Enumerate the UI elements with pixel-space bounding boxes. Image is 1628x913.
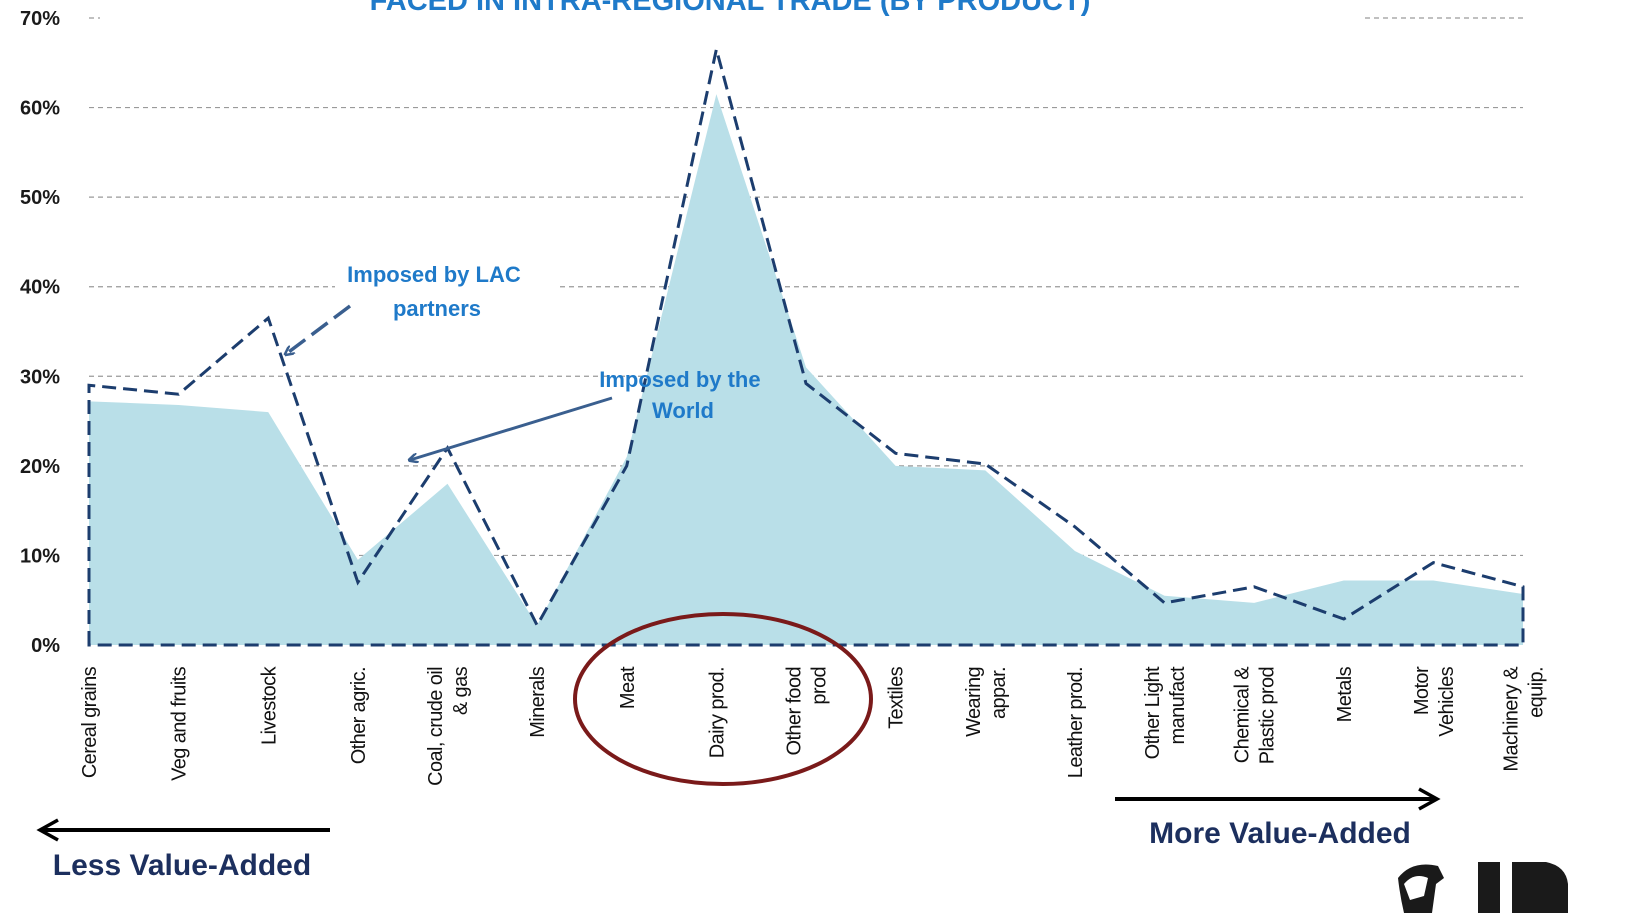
x-tick-label: Dairy prod. [706,667,728,758]
x-axis-ticks: Cereal grains Veg and fruits Livestock Othe… [79,665,1548,785]
logo [1398,862,1568,913]
y-tick-label: 20% [20,456,60,478]
y-axis-ticks: 0% 10% 20% 30% 40% 50% 60% 70% [20,8,60,657]
x-tick-label: Veg and fruits [169,666,191,781]
annotation-lac: Imposed by LAC partners [347,262,527,321]
y-tick-label: 60% [20,98,60,120]
annotation-world-arrow [410,396,613,460]
x-tick-label: Minerals [527,666,549,737]
y-tick-label: 10% [20,545,60,567]
x-tick-label: Cereal grains [79,666,101,778]
x-tick-label: Vehicles [1436,666,1458,736]
x-tick-label: Wearing [963,667,985,737]
dashed-line [87,48,1525,647]
x-tick-label: Machinery & [1501,666,1523,772]
chart-title: FACED IN INTRA-REGIONAL TRADE (BY PRODUC… [370,0,1091,17]
annotation-world: Imposed by the World [599,367,766,423]
x-tick-label: Leather prod. [1065,667,1087,778]
less-value-label: Less Value-Added [53,849,311,882]
x-tick-label: Other Light [1142,666,1164,759]
y-tick-label: 50% [20,187,60,209]
annotation-lac-line-1: Imposed by LAC [347,262,521,287]
x-tick-label: manufact [1167,666,1189,745]
x-tick-label: Livestock [258,665,280,745]
x-tick-label: Metals [1334,666,1356,722]
x-tick-label: Other agric. [348,667,370,764]
annotation-world-line-2: World [652,398,714,423]
x-tick-label: Chemical & [1232,666,1254,764]
x-tick-label: & gas [450,666,472,715]
y-tick-label: 30% [20,366,60,388]
x-tick-label: equip. [1526,667,1548,718]
x-tick-label: prod [809,667,831,705]
y-tick-label: 40% [20,277,60,299]
more-value-label: More Value-Added [1149,817,1411,850]
x-tick-label: Textiles [886,666,908,728]
annotation-lac-arrow [286,304,352,354]
annotation-world-line-1: Imposed by the [599,367,760,392]
x-tick-label: Coal, crude oil [425,667,447,786]
y-tick-label: 70% [20,8,60,30]
area-fill [89,94,1523,645]
highlight-ellipse [573,612,873,786]
x-tick-label: Meat [617,666,639,709]
annotation-lac-line-2: partners [393,296,481,321]
y-tick-label: 0% [31,635,60,657]
x-tick-label: appar. [988,667,1010,719]
dashed-series [87,48,1525,647]
x-tick-label: Plastic prod [1257,667,1279,764]
x-tick-label: Motor [1411,666,1433,715]
x-tick-label: Other food [784,667,806,756]
area-series [89,94,1523,645]
